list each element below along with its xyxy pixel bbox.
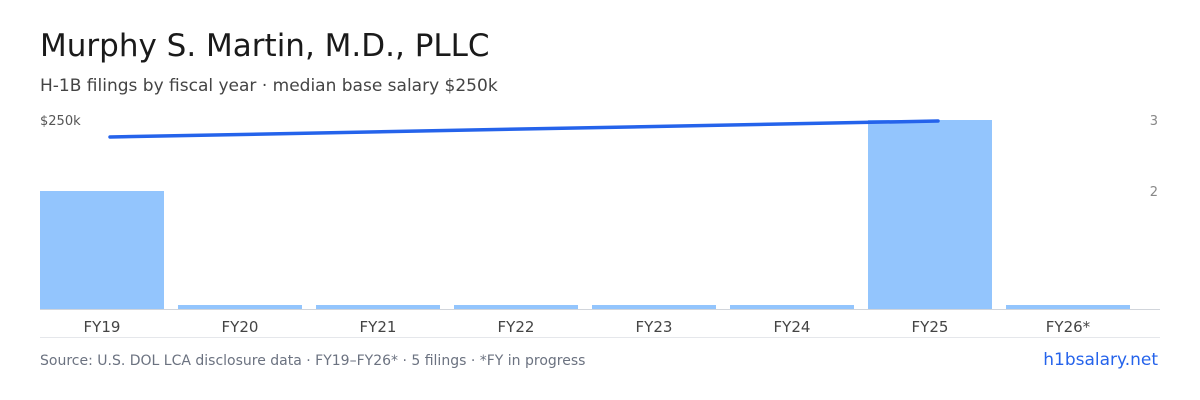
- x-tick-label: FY20: [222, 318, 259, 336]
- bar: [178, 305, 302, 309]
- right-axis-tick-label: 3: [1150, 114, 1158, 129]
- footer-brand-link[interactable]: h1bsalary.net: [1043, 350, 1158, 370]
- x-tick-label: FY24: [774, 318, 811, 336]
- left-axis-tick-label: $250k: [40, 114, 81, 129]
- x-tick-label: FY26*: [1046, 318, 1091, 336]
- x-tick-label: FY21: [360, 318, 397, 336]
- x-tick-label: FY23: [636, 318, 673, 336]
- bar: [868, 120, 992, 309]
- bar: [454, 305, 578, 309]
- bar: [592, 305, 716, 309]
- bar: [40, 191, 164, 309]
- x-tick-label: FY19: [84, 318, 121, 336]
- x-tick-label: FY22: [498, 318, 535, 336]
- footer-source: Source: U.S. DOL LCA disclosure data · F…: [40, 353, 586, 369]
- bar: [1006, 305, 1130, 309]
- chart-subtitle: H-1B filings by fiscal year · median bas…: [40, 76, 498, 96]
- chart-title: Murphy S. Martin, M.D., PLLC: [40, 28, 490, 64]
- bar: [316, 305, 440, 309]
- bar: [730, 305, 854, 309]
- x-tick-label: FY25: [912, 318, 949, 336]
- right-axis-tick-label: 2: [1150, 185, 1158, 200]
- salary-line: [108, 119, 940, 139]
